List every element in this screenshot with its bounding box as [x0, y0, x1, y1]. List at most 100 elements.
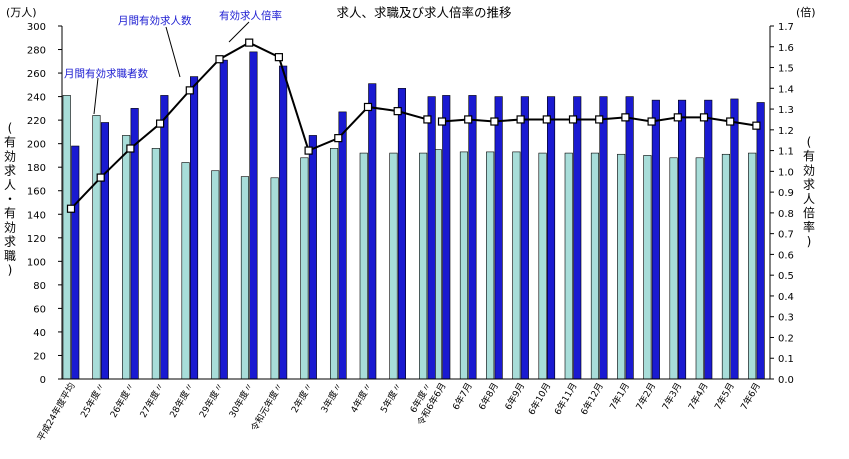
- job-seekers-bar: [92, 115, 101, 380]
- left-axis-unit: (万人): [6, 6, 37, 19]
- right-tick-label: 1.6: [778, 43, 794, 54]
- x-tick-label: 2年度〃: [288, 381, 315, 415]
- ratio-point: [621, 113, 630, 122]
- left-tick-label: 200: [27, 140, 46, 151]
- x-tick-label: 25年度〃: [78, 381, 108, 420]
- job-seekers-bar: [181, 162, 190, 380]
- job-openings-bar: [730, 98, 739, 380]
- x-tick-label: 6年10月: [525, 381, 553, 417]
- x-tick-label: 4年度〃: [348, 381, 375, 415]
- left-tick-label: 20: [33, 351, 46, 362]
- job-openings-bar: [468, 95, 477, 380]
- axes: [61, 26, 771, 380]
- right-tick-label: 0.3: [778, 313, 794, 324]
- x-axis-labels: 平成24年度平均 25年度〃 26年度〃 27年度〃 28年度〃 29年度〃 30年度〃令和…: [34, 381, 763, 444]
- left-tick-label: 60: [33, 304, 46, 315]
- job-seekers-bar: [590, 152, 600, 380]
- x-tick-label: 29年度〃: [196, 381, 226, 420]
- left-tick-label: 160: [27, 187, 46, 198]
- job-openings-bar: [71, 145, 80, 380]
- job-seekers-bar: [721, 153, 731, 380]
- job-seekers-bar: [538, 152, 547, 380]
- right-tick-label: 0.2: [778, 333, 794, 344]
- ratio-point: [595, 115, 604, 124]
- annotation-leader-line: [93, 77, 99, 115]
- ratio-point: [423, 115, 432, 124]
- right-tick-label: 1.4: [778, 84, 794, 95]
- job-openings-bar: [427, 96, 436, 380]
- job-openings-bar: [625, 96, 634, 380]
- left-tick-label: 180: [27, 163, 46, 174]
- x-tick-label: 26年度〃: [107, 381, 137, 420]
- job-seekers-bar: [211, 170, 220, 380]
- x-tick-label: 平成24年度平均: [34, 381, 77, 444]
- x-tick-label: 6年11月: [552, 381, 580, 417]
- left-tick-label: 80: [33, 281, 46, 292]
- x-tick-label: 7年5月: [712, 381, 737, 413]
- right-tick-label: 1.2: [778, 126, 794, 137]
- left-axis-ticks: 0 20 40 60 80 100 120 140 160 180 200 220 240 260 280 3…: [27, 22, 62, 386]
- right-tick-label: 1.3: [778, 105, 794, 116]
- x-tick-label: 7年3月: [659, 381, 684, 413]
- ratio-point: [96, 173, 105, 182]
- ratio-point: [752, 121, 761, 130]
- job-openings-bar: [704, 99, 713, 380]
- right-tick-label: 0.6: [778, 250, 794, 261]
- job-openings-bar: [651, 99, 660, 380]
- x-tick-label: 7年2月: [633, 381, 658, 413]
- annotation-ratio: 有効求人倍率: [219, 9, 282, 22]
- ratio-point: [363, 102, 373, 112]
- job-seekers-bar: [419, 152, 428, 380]
- job-seekers-bar: [459, 151, 469, 380]
- job-seekers-bar: [748, 152, 757, 380]
- right-tick-label: 0.7: [778, 230, 794, 241]
- job-seekers-bar: [240, 176, 249, 380]
- annotation-job-seekers: 月間有効求職者数: [64, 67, 148, 80]
- right-axis-ticks: 0.0 0.1 0.2 0.3 0.4 0.5 0.6 0.7 0.8 0.9 1.0 1.1 1.2 1…: [770, 22, 794, 386]
- job-openings-bar: [756, 102, 765, 380]
- right-tick-label: 1.1: [778, 147, 794, 158]
- job-openings-bar: [494, 96, 503, 380]
- left-axis-label: (有効求人・有効求職): [4, 121, 16, 277]
- right-axis-label: (有効求人倍率): [803, 135, 815, 248]
- job-openings-bar: [308, 135, 317, 380]
- x-tick-label: 28年度〃: [167, 381, 197, 420]
- left-tick-label: 280: [27, 46, 46, 57]
- job-openings-bar: [160, 95, 169, 380]
- ratio-point: [245, 38, 254, 47]
- chart-title: 求人、求職及び求人倍率の推移: [336, 5, 511, 20]
- left-tick-label: 100: [27, 257, 46, 268]
- job-openings-bar: [546, 96, 556, 380]
- job-seekers-bar: [643, 155, 652, 380]
- right-tick-label: 0.9: [778, 188, 794, 199]
- job-seekers-bar: [389, 152, 398, 380]
- left-tick-label: 140: [27, 210, 46, 221]
- job-seekers-bar: [695, 157, 704, 380]
- ratio-point: [304, 146, 313, 155]
- annotation-job-openings: 月間有効求人数: [118, 14, 192, 27]
- ratio-point: [437, 117, 447, 126]
- ratio-point: [673, 113, 682, 122]
- left-tick-label: 240: [27, 93, 46, 104]
- left-tick-label: 0: [40, 375, 46, 386]
- job-seekers-bar: [270, 177, 279, 380]
- ratio-point: [490, 117, 499, 126]
- ratio-point: [568, 115, 578, 124]
- ratio-line-group: [66, 38, 761, 213]
- job-openings-bar: [249, 51, 258, 380]
- left-tick-label: 300: [27, 22, 46, 33]
- ratio-point: [464, 115, 473, 124]
- job-openings-bar: [368, 83, 377, 380]
- bars: [62, 51, 765, 380]
- job-seekers-bar: [300, 157, 309, 380]
- job-seekers-bar: [151, 148, 160, 380]
- left-tick-label: 260: [27, 69, 46, 80]
- left-tick-label: 220: [27, 116, 46, 127]
- x-tick-label: 6年7月: [450, 381, 475, 413]
- x-tick-label: 6年8月: [476, 381, 501, 413]
- job-openings-bar: [573, 96, 582, 380]
- x-tick-label: 27年度〃: [137, 381, 167, 420]
- x-tick-label: 3年度〃: [318, 381, 345, 415]
- job-openings-bar: [599, 96, 608, 380]
